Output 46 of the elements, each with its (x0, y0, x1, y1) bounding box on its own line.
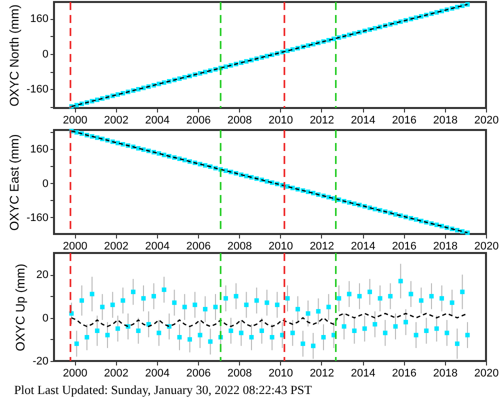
x-tick-label: 2008 (227, 114, 252, 126)
y-tick-label: 160 (30, 144, 48, 156)
x-tick-label: 2018 (433, 368, 458, 380)
y-axis-title: OXYC East (mm) (7, 134, 22, 231)
x-tick-label: 2016 (392, 368, 416, 380)
x-tick-label: 2002 (104, 240, 128, 252)
y-tick-label: 160 (30, 13, 48, 26)
y-tick-label: 0 (42, 178, 48, 190)
x-tick-label: 2012 (310, 114, 334, 126)
x-tick-label: 2014 (350, 368, 376, 380)
x-tick-label: 2018 (433, 114, 458, 126)
x-tick-label: 2010 (268, 114, 294, 126)
x-tick-label: 2008 (227, 368, 252, 380)
y-tick-label: 0 (42, 312, 48, 324)
x-tick-label: 2016 (392, 114, 416, 126)
x-tick-label: 2000 (62, 368, 88, 380)
y-axis-title: OXYC North (mm) (7, 4, 22, 107)
x-tick-label: 2002 (104, 368, 128, 380)
x-tick-label: 2020 (474, 240, 499, 252)
y-tick-label: 20 (36, 269, 48, 282)
y-tick-label: -20 (32, 356, 48, 368)
x-tick-label: 2006 (186, 114, 211, 126)
x-tick-label: 2002 (104, 114, 128, 126)
x-tick-label: 2008 (227, 240, 252, 252)
x-tick-label: 2014 (350, 114, 376, 126)
x-tick-label: 2000 (62, 240, 88, 252)
x-tick-label: 2010 (268, 368, 294, 380)
x-tick-label: 2004 (145, 240, 170, 252)
x-tick-label: 2020 (474, 114, 499, 126)
x-tick-label: 2000 (62, 114, 88, 126)
y-tick-label: 0 (42, 48, 48, 60)
text: Plot Last Updated: Sunday, January 30, 2022 08:22:43 PST (14, 383, 312, 397)
x-tick-label: 2016 (392, 240, 416, 252)
x-tick-label: 2004 (145, 368, 170, 380)
x-tick-label: 2012 (310, 368, 334, 380)
x-tick-label: 2010 (268, 240, 294, 252)
x-tick-label: 2014 (350, 240, 376, 252)
x-tick-label: 2020 (474, 368, 499, 380)
y-axis-title: OXYC Up (mm) (14, 264, 28, 352)
y-tick-label: -160 (26, 212, 48, 224)
y-tick-label: -160 (26, 84, 48, 96)
x-tick-label: 2004 (145, 114, 170, 126)
x-tick-label: 2006 (186, 240, 211, 252)
x-tick-label: 2012 (310, 240, 334, 252)
x-tick-label: 2006 (186, 368, 211, 380)
x-tick-label: 2018 (433, 240, 458, 252)
